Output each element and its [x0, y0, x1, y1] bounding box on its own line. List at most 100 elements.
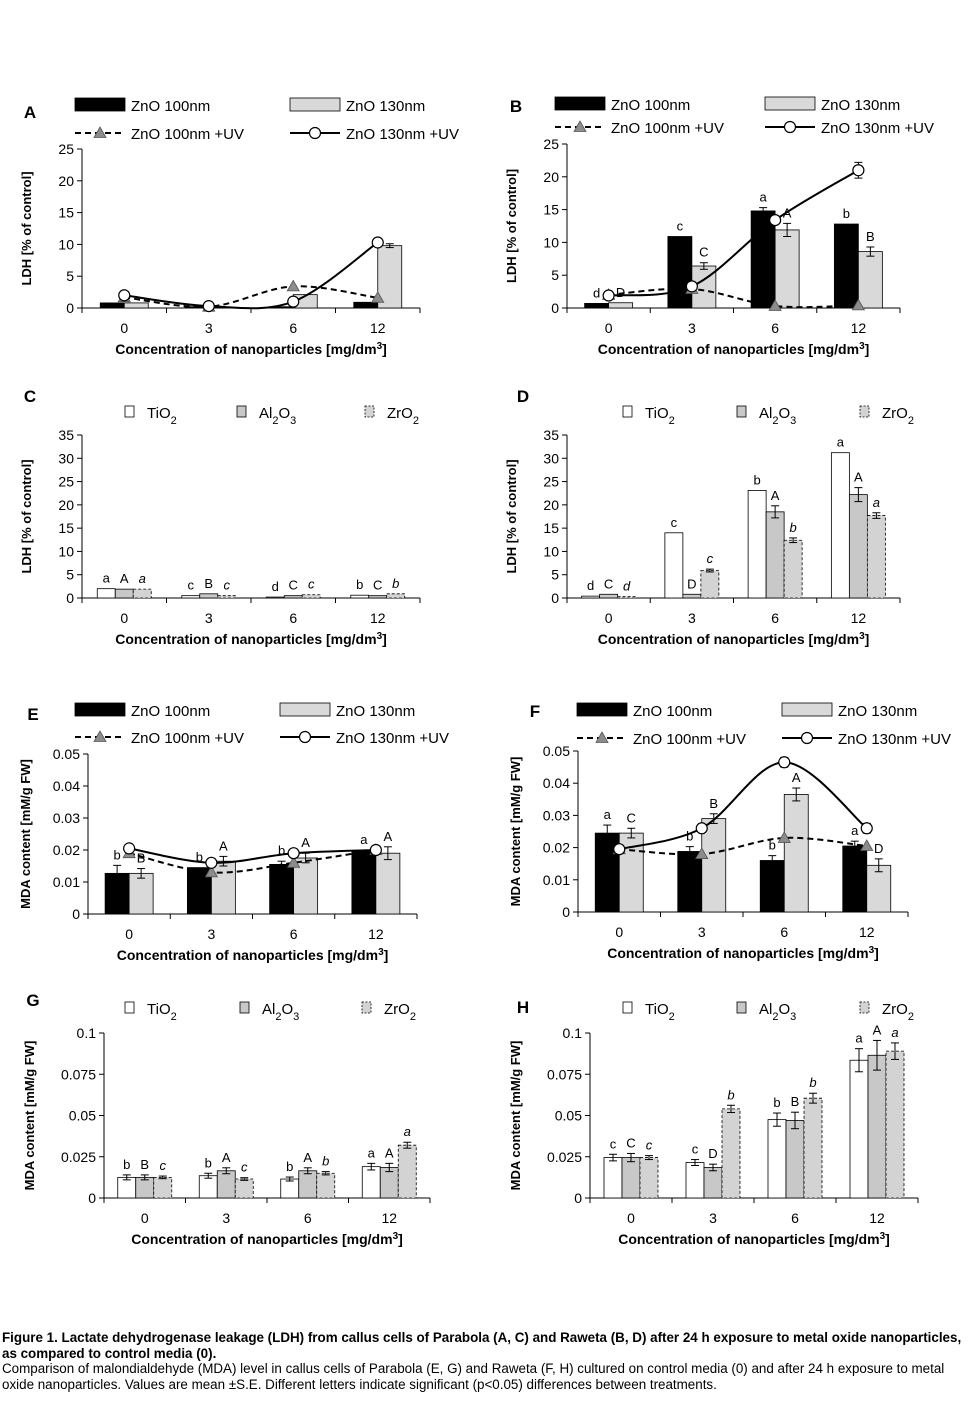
y-tick-label: 15: [543, 520, 559, 536]
chart-panel-e: E 0 0.01 0.02 0.03 0.04 0.05 0 3 6 12 Concentration…: [18, 702, 449, 964]
y-tick-label: 10: [58, 543, 74, 559]
legend-swatch: [364, 405, 375, 418]
y-axis-label: MDA content [mM/g FW]: [508, 1041, 523, 1191]
line-point-triangle: [573, 120, 587, 132]
legend-label-part: O: [281, 1001, 293, 1018]
legend-swatch: [289, 97, 341, 112]
significance-letter: b: [196, 850, 203, 865]
bar: [765, 511, 785, 599]
line-point-triangle: [371, 291, 385, 303]
legend-label: ZnO 100nm +UV: [633, 731, 746, 748]
legend-label: ZnO 100nm: [611, 97, 690, 114]
y-tick-label: 0.03: [543, 807, 570, 823]
bar: [199, 593, 219, 599]
bar: [866, 864, 892, 913]
significance-letter: b: [114, 847, 121, 862]
significance-letter: C: [373, 578, 382, 593]
significance-letter: B: [140, 1157, 149, 1172]
x-axis-label-part: ]: [865, 631, 870, 647]
line-point-circle: [695, 822, 708, 835]
legend-label-part: Al: [262, 1001, 275, 1018]
series-line: [619, 761, 868, 851]
bar: [375, 852, 401, 915]
x-tick-label: 6: [780, 924, 788, 940]
x-axis-label: Concentration of nanoparticles [mg/dm3]: [117, 947, 389, 964]
series-line: [124, 285, 378, 308]
legend-swatch: [622, 405, 633, 418]
y-tick-label: 0.025: [61, 1149, 96, 1165]
bar: [750, 210, 776, 309]
x-axis-label-part: 3: [377, 631, 383, 642]
y-tick-label: 0.01: [543, 872, 570, 888]
significance-letter: a: [368, 1145, 376, 1160]
line-point-circle: [602, 289, 615, 302]
legend-label-part: Al: [759, 1001, 772, 1018]
significance-letter: d: [623, 579, 631, 594]
line-point-circle: [613, 843, 626, 856]
legend-swatch: [239, 1001, 250, 1014]
significance-letter: A: [771, 488, 780, 503]
y-tick-label: 10: [543, 543, 559, 559]
bar: [721, 1108, 741, 1199]
significance-letter: a: [360, 832, 368, 847]
bar: [181, 595, 201, 599]
x-axis-label-part: 3: [393, 1231, 399, 1242]
legend-label: Al2O3: [759, 405, 796, 427]
legend-label: Al2O3: [259, 405, 296, 427]
y-tick-label: 5: [551, 267, 559, 283]
line-point-circle: [852, 164, 865, 177]
y-tick-label: 0.04: [543, 775, 570, 791]
y-tick-label: 15: [543, 202, 559, 218]
legend-label-part: 2: [171, 415, 177, 427]
line-point-triangle: [93, 126, 107, 138]
legend-swatch: [361, 1001, 372, 1014]
y-tick-label: 0: [551, 590, 559, 606]
significance-letter: A: [222, 1150, 231, 1165]
legend-label-part: 2: [908, 415, 914, 427]
y-tick-label: 20: [543, 169, 559, 185]
line-point-circle: [685, 280, 698, 293]
significance-letter: b: [769, 838, 776, 853]
x-axis-label-part: Concentration of nanoparticles [mg/dm: [618, 1231, 879, 1247]
y-tick-label: 25: [543, 474, 559, 490]
y-tick-label: 0.01: [53, 874, 80, 890]
bar: [785, 1120, 805, 1199]
chart-panel-a: A 0 5 10 15 20 25 0 3 6 12 Concentration of nanopar…: [19, 97, 459, 357]
legend-label-part: 3: [790, 1011, 796, 1023]
y-tick-label: 35: [543, 427, 559, 443]
x-axis-label-part: ]: [398, 1231, 403, 1247]
x-axis-label: Concentration of nanoparticles [mg/dm3]: [598, 631, 870, 648]
x-tick-label: 6: [290, 926, 298, 942]
bar: [701, 818, 727, 913]
legend-label: ZnO 130nm +UV: [838, 731, 951, 748]
significance-letter: A: [120, 571, 129, 586]
series-line: [619, 836, 867, 856]
legend-label: Al2O3: [262, 1001, 299, 1023]
x-tick-label: 12: [851, 610, 867, 626]
legend-label: ZnO 100nm +UV: [131, 730, 244, 747]
line-point-triangle: [695, 847, 709, 859]
bar: [123, 302, 149, 309]
significance-letter: a: [855, 1031, 863, 1046]
bar: [703, 1167, 723, 1199]
panel-letter: D: [517, 387, 529, 406]
x-tick-label: 3: [698, 924, 706, 940]
x-axis-label-part: ]: [874, 945, 879, 961]
legend-label-part: Al: [759, 405, 772, 422]
y-tick-label: 25: [543, 136, 559, 152]
legend-label: TiO2: [645, 405, 675, 427]
legend-label: ZnO 100nm: [131, 703, 210, 720]
line-point-circle: [371, 236, 384, 249]
bar: [639, 1157, 659, 1199]
bar: [99, 302, 125, 309]
y-tick-label: 0.02: [53, 842, 80, 858]
legend-swatch: [554, 96, 606, 111]
bar: [132, 588, 152, 599]
bar: [386, 593, 406, 599]
x-tick-label: 12: [851, 320, 867, 336]
y-tick-label: 0.05: [53, 746, 80, 762]
y-tick-label: 0: [66, 300, 74, 316]
bar: [677, 851, 703, 913]
x-tick-label: 6: [304, 1210, 312, 1226]
y-tick-label: 0.075: [61, 1066, 96, 1082]
